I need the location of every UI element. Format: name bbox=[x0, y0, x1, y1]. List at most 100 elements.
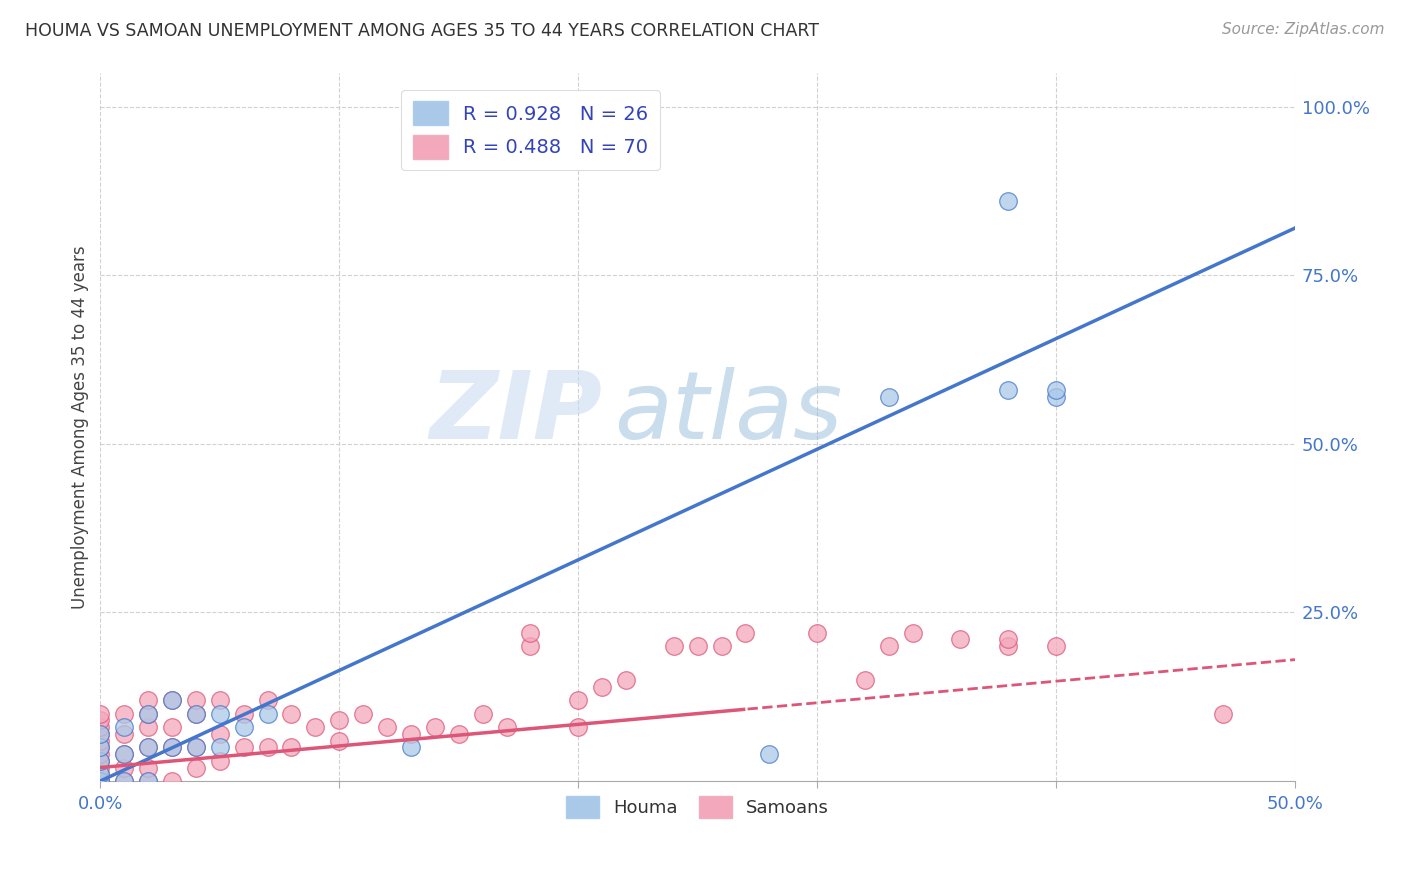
Point bbox=[1045, 390, 1067, 404]
Point bbox=[567, 693, 589, 707]
Point bbox=[208, 727, 231, 741]
Point bbox=[89, 720, 111, 734]
Point bbox=[184, 740, 207, 755]
Point bbox=[901, 625, 924, 640]
Text: ZIP: ZIP bbox=[429, 367, 602, 458]
Point bbox=[399, 727, 422, 741]
Point bbox=[758, 747, 780, 761]
Point bbox=[208, 693, 231, 707]
Point bbox=[112, 774, 135, 789]
Point bbox=[160, 740, 183, 755]
Legend: Houma, Samoans: Houma, Samoans bbox=[560, 789, 837, 825]
Point bbox=[136, 720, 159, 734]
Point bbox=[160, 720, 183, 734]
Point bbox=[89, 754, 111, 768]
Point bbox=[112, 747, 135, 761]
Point bbox=[352, 706, 374, 721]
Point bbox=[256, 693, 278, 707]
Point bbox=[160, 693, 183, 707]
Point bbox=[423, 720, 446, 734]
Point bbox=[136, 693, 159, 707]
Point bbox=[232, 706, 254, 721]
Point bbox=[280, 706, 302, 721]
Point bbox=[614, 673, 637, 687]
Point bbox=[160, 740, 183, 755]
Text: atlas: atlas bbox=[614, 368, 842, 458]
Point bbox=[877, 390, 900, 404]
Point bbox=[208, 740, 231, 755]
Point bbox=[710, 639, 733, 653]
Point bbox=[112, 727, 135, 741]
Point bbox=[997, 383, 1019, 397]
Point bbox=[89, 754, 111, 768]
Point bbox=[112, 760, 135, 774]
Point bbox=[136, 706, 159, 721]
Point bbox=[591, 680, 613, 694]
Point bbox=[89, 774, 111, 789]
Point bbox=[734, 625, 756, 640]
Point bbox=[136, 740, 159, 755]
Point bbox=[89, 774, 111, 789]
Point bbox=[136, 774, 159, 789]
Point bbox=[89, 727, 111, 741]
Point bbox=[89, 774, 111, 789]
Point bbox=[686, 639, 709, 653]
Point bbox=[1045, 383, 1067, 397]
Point bbox=[112, 747, 135, 761]
Point bbox=[184, 760, 207, 774]
Point bbox=[184, 706, 207, 721]
Point bbox=[184, 693, 207, 707]
Point bbox=[89, 727, 111, 741]
Point bbox=[232, 740, 254, 755]
Point bbox=[949, 632, 972, 647]
Point bbox=[89, 714, 111, 728]
Point bbox=[997, 194, 1019, 208]
Point bbox=[184, 706, 207, 721]
Text: Source: ZipAtlas.com: Source: ZipAtlas.com bbox=[1222, 22, 1385, 37]
Point bbox=[160, 693, 183, 707]
Point bbox=[89, 706, 111, 721]
Point bbox=[89, 747, 111, 761]
Point bbox=[519, 639, 541, 653]
Point bbox=[1212, 706, 1234, 721]
Point bbox=[112, 774, 135, 789]
Point bbox=[256, 706, 278, 721]
Point bbox=[89, 740, 111, 755]
Point bbox=[112, 706, 135, 721]
Point bbox=[160, 774, 183, 789]
Point bbox=[877, 639, 900, 653]
Point bbox=[256, 740, 278, 755]
Point bbox=[662, 639, 685, 653]
Y-axis label: Unemployment Among Ages 35 to 44 years: Unemployment Among Ages 35 to 44 years bbox=[72, 245, 89, 609]
Text: HOUMA VS SAMOAN UNEMPLOYMENT AMONG AGES 35 TO 44 YEARS CORRELATION CHART: HOUMA VS SAMOAN UNEMPLOYMENT AMONG AGES … bbox=[25, 22, 820, 40]
Point bbox=[136, 760, 159, 774]
Point bbox=[853, 673, 876, 687]
Point bbox=[89, 767, 111, 781]
Point bbox=[112, 720, 135, 734]
Point bbox=[89, 740, 111, 755]
Point bbox=[495, 720, 517, 734]
Point bbox=[447, 727, 470, 741]
Point bbox=[89, 774, 111, 789]
Point bbox=[89, 767, 111, 781]
Point bbox=[567, 720, 589, 734]
Point bbox=[399, 740, 422, 755]
Point bbox=[208, 706, 231, 721]
Point bbox=[89, 733, 111, 747]
Point bbox=[375, 720, 398, 734]
Point bbox=[304, 720, 326, 734]
Point bbox=[136, 774, 159, 789]
Point bbox=[328, 733, 350, 747]
Point bbox=[328, 714, 350, 728]
Point bbox=[89, 760, 111, 774]
Point bbox=[519, 625, 541, 640]
Point bbox=[806, 625, 828, 640]
Point bbox=[184, 740, 207, 755]
Point bbox=[208, 754, 231, 768]
Point bbox=[232, 720, 254, 734]
Point bbox=[136, 740, 159, 755]
Point bbox=[1045, 639, 1067, 653]
Point bbox=[136, 706, 159, 721]
Point bbox=[997, 632, 1019, 647]
Point bbox=[997, 639, 1019, 653]
